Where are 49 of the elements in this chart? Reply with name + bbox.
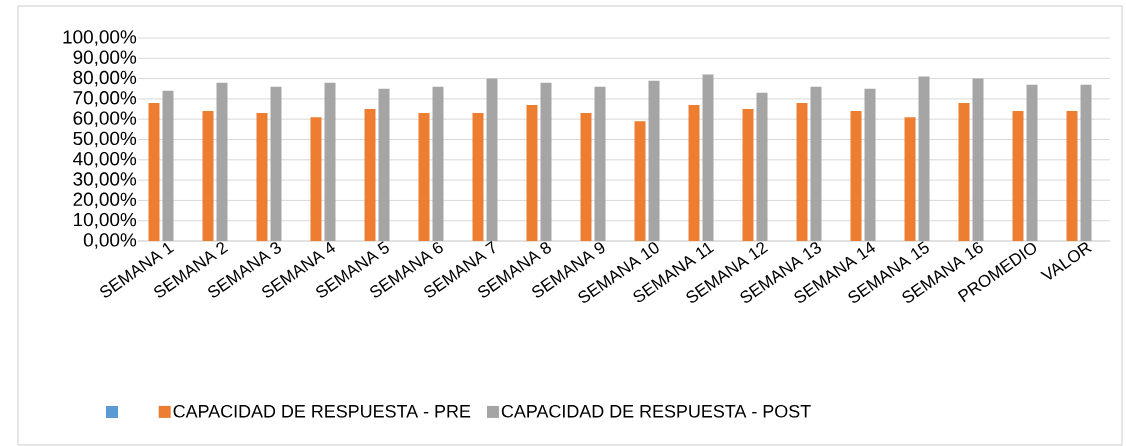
y-tick-label: 80,00% (73, 70, 137, 87)
bar (864, 88, 876, 241)
bar (1080, 84, 1092, 241)
bar (958, 102, 970, 241)
legend-label: CAPACIDAD DE RESPUESTA - PRE (173, 404, 471, 418)
bar (796, 102, 808, 241)
bar (702, 74, 714, 241)
bar (432, 86, 444, 241)
y-tick-label: 30,00% (73, 172, 137, 188)
bar (270, 86, 282, 241)
y-tick-label: 40,00% (73, 151, 137, 168)
y-tick-label: 10,00% (74, 212, 137, 229)
y-tick-label: 20,00% (73, 192, 137, 209)
bar (324, 82, 336, 241)
bar (810, 86, 822, 241)
bar (850, 111, 862, 241)
y-tick-label: 100,00% (63, 30, 137, 46)
y-tick-label: 0,00% (83, 233, 137, 249)
bar (634, 121, 646, 241)
y-tick-label: 90,00% (73, 50, 137, 67)
bar (594, 86, 606, 241)
bar (580, 113, 592, 241)
bar (162, 90, 174, 241)
bar (972, 78, 984, 241)
bar (904, 117, 916, 241)
bar (526, 104, 538, 241)
bar (310, 117, 322, 241)
y-tick-label: 50,00% (73, 131, 137, 148)
bar (256, 113, 268, 241)
bar (202, 111, 214, 241)
bar (742, 109, 754, 241)
bar (378, 88, 390, 241)
y-tick-label: 70,00% (73, 91, 137, 107)
bar (688, 104, 700, 241)
bar (648, 80, 660, 241)
bar (918, 76, 930, 241)
bar (1026, 84, 1038, 241)
bar (1012, 111, 1024, 241)
bar (486, 78, 498, 241)
bar (364, 109, 376, 241)
bar (540, 82, 552, 241)
bar (418, 113, 430, 241)
bar (216, 82, 228, 241)
bar (472, 113, 484, 241)
bar (1066, 111, 1078, 241)
bar (148, 102, 160, 241)
y-tick-label: 60,00% (73, 111, 137, 128)
legend-label: CAPACIDAD DE RESPUESTA - POST (501, 404, 811, 418)
bar (756, 92, 768, 241)
